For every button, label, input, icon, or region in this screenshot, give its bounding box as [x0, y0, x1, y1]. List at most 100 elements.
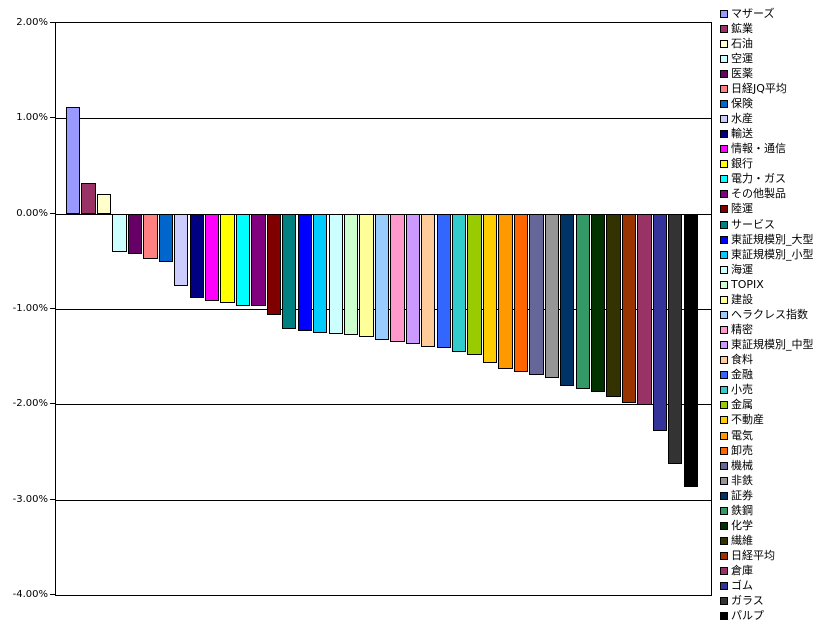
legend-label: ヘラクレス指数 — [731, 307, 808, 321]
bar-TOPIX — [343, 214, 359, 335]
legend-item-機械: 機械 — [720, 458, 753, 473]
bar-輸送 — [189, 214, 204, 298]
legend-swatch-icon — [720, 416, 728, 425]
legend-item-ヘラクレス指数: ヘラクレス指数 — [720, 307, 808, 322]
legend-swatch-icon — [720, 280, 728, 289]
legend-item-食料: 食料 — [720, 353, 753, 368]
legend-item-保険: 保険 — [720, 96, 753, 111]
legend-item-その他製品: その他製品 — [720, 187, 786, 202]
legend-item-金属: 金属 — [720, 398, 753, 413]
y-tick-label: 2.00% — [16, 17, 48, 28]
legend-swatch-icon — [720, 310, 728, 319]
legend-swatch-icon — [720, 205, 728, 214]
legend-swatch-icon — [720, 491, 728, 500]
bar-非鉄 — [544, 214, 559, 378]
legend-label: TOPIX — [731, 277, 764, 291]
legend-swatch-icon — [720, 612, 728, 621]
legend-swatch-icon — [720, 84, 728, 93]
legend-label: 金融 — [731, 368, 753, 382]
legend-item-海運: 海運 — [720, 262, 753, 277]
legend-item-ゴム: ゴム — [720, 579, 753, 594]
legend-label: 日経JQ平均 — [731, 81, 787, 95]
bar-空運 — [112, 214, 127, 252]
legend-swatch-icon — [720, 220, 728, 229]
legend-swatch-icon — [720, 160, 728, 169]
legend-swatch-icon — [720, 461, 728, 470]
legend-label: 石油 — [731, 36, 753, 50]
bar-東証規模別_大型 — [297, 214, 312, 331]
bar-証券 — [560, 214, 575, 386]
bar-金属 — [467, 214, 482, 355]
legend-label: 精密 — [731, 323, 753, 336]
legend-swatch-icon — [720, 431, 728, 440]
bar-小売 — [452, 214, 467, 352]
bar-パルプ — [683, 214, 698, 487]
legend-label: 倉庫 — [731, 564, 753, 578]
legend-item-鉱業: 鉱業 — [720, 21, 753, 36]
bar-東証規模別_小型 — [313, 214, 328, 333]
legend-item-輸送: 輸送 — [720, 127, 753, 142]
bar-陸運 — [266, 214, 282, 315]
legend-label: 保険 — [731, 96, 753, 110]
bar-建設 — [359, 214, 374, 337]
legend-item-倉庫: 倉庫 — [720, 564, 753, 579]
legend-item-電気: 電気 — [720, 428, 753, 443]
legend-item-化学: 化学 — [720, 518, 753, 533]
bar-機械 — [529, 214, 544, 375]
y-tick-label: -4.00% — [12, 589, 48, 600]
legend-item-金融: 金融 — [720, 368, 753, 383]
legend-label: パルプ — [731, 609, 764, 623]
y-tick-label: -1.00% — [12, 303, 48, 314]
legend-label: 日経平均 — [731, 549, 775, 562]
bar-金融 — [436, 214, 451, 348]
legend-label: 非鉄 — [731, 473, 753, 487]
legend-swatch-icon — [720, 265, 728, 274]
legend-item-TOPIX: TOPIX — [720, 277, 764, 292]
legend-swatch-icon — [720, 145, 728, 154]
legend-label: 化学 — [731, 518, 753, 532]
bar-情報・通信 — [205, 214, 220, 301]
legend-item-東証規模別_大型: 東証規模別_大型 — [720, 232, 814, 247]
gridline-1.00% — [56, 118, 711, 119]
legend-swatch-icon — [720, 99, 728, 108]
legend-label: 東証規模別_大型 — [731, 232, 814, 246]
legend-label: 情報・通信 — [731, 142, 786, 156]
legend-swatch-icon — [720, 130, 728, 139]
y-tick-mark — [50, 594, 55, 595]
y-tick-label: 1.00% — [16, 112, 48, 123]
legend-item-東証規模別_中型: 東証規模別_中型 — [720, 338, 814, 353]
legend-item-パルプ: パルプ — [720, 609, 764, 624]
legend-swatch-icon — [720, 9, 728, 18]
legend-item-繊維: 繊維 — [720, 534, 753, 549]
legend-item-精密: 精密 — [720, 323, 753, 338]
y-tick-mark — [50, 403, 55, 404]
bar-海運 — [328, 214, 343, 334]
legend-swatch-icon — [720, 39, 728, 48]
bar-ガラス — [668, 214, 683, 464]
bar-ゴム — [652, 214, 668, 431]
bar-日経JQ平均 — [143, 214, 158, 259]
bar-電力・ガス — [235, 214, 251, 306]
legend-item-卸売: 卸売 — [720, 443, 753, 458]
y-tick-mark — [50, 117, 55, 118]
bar-食料 — [421, 214, 436, 347]
legend-item-石油: 石油 — [720, 36, 753, 51]
legend-swatch-icon — [720, 386, 728, 395]
legend-label: ゴム — [731, 579, 753, 593]
legend-label: 鉄鋼 — [731, 503, 753, 517]
y-tick-label: 0.00% — [16, 208, 48, 219]
bar-卸売 — [513, 214, 529, 372]
legend-label: 東証規模別_中型 — [731, 338, 814, 351]
legend-label: 輸送 — [731, 127, 753, 141]
legend-item-非鉄: 非鉄 — [720, 473, 753, 488]
legend-swatch-icon — [720, 295, 728, 304]
plot-area — [55, 22, 712, 596]
y-tick-mark — [50, 499, 55, 500]
bar-鉄鋼 — [575, 214, 590, 389]
legend-item-小売: 小売 — [720, 383, 753, 398]
legend-item-マザーズ: マザーズ — [720, 6, 774, 21]
legend-item-電力・ガス: 電力・ガス — [720, 172, 786, 187]
legend-swatch-icon — [720, 567, 728, 576]
gridline--3.00% — [56, 500, 711, 501]
bar-不動産 — [482, 214, 498, 363]
